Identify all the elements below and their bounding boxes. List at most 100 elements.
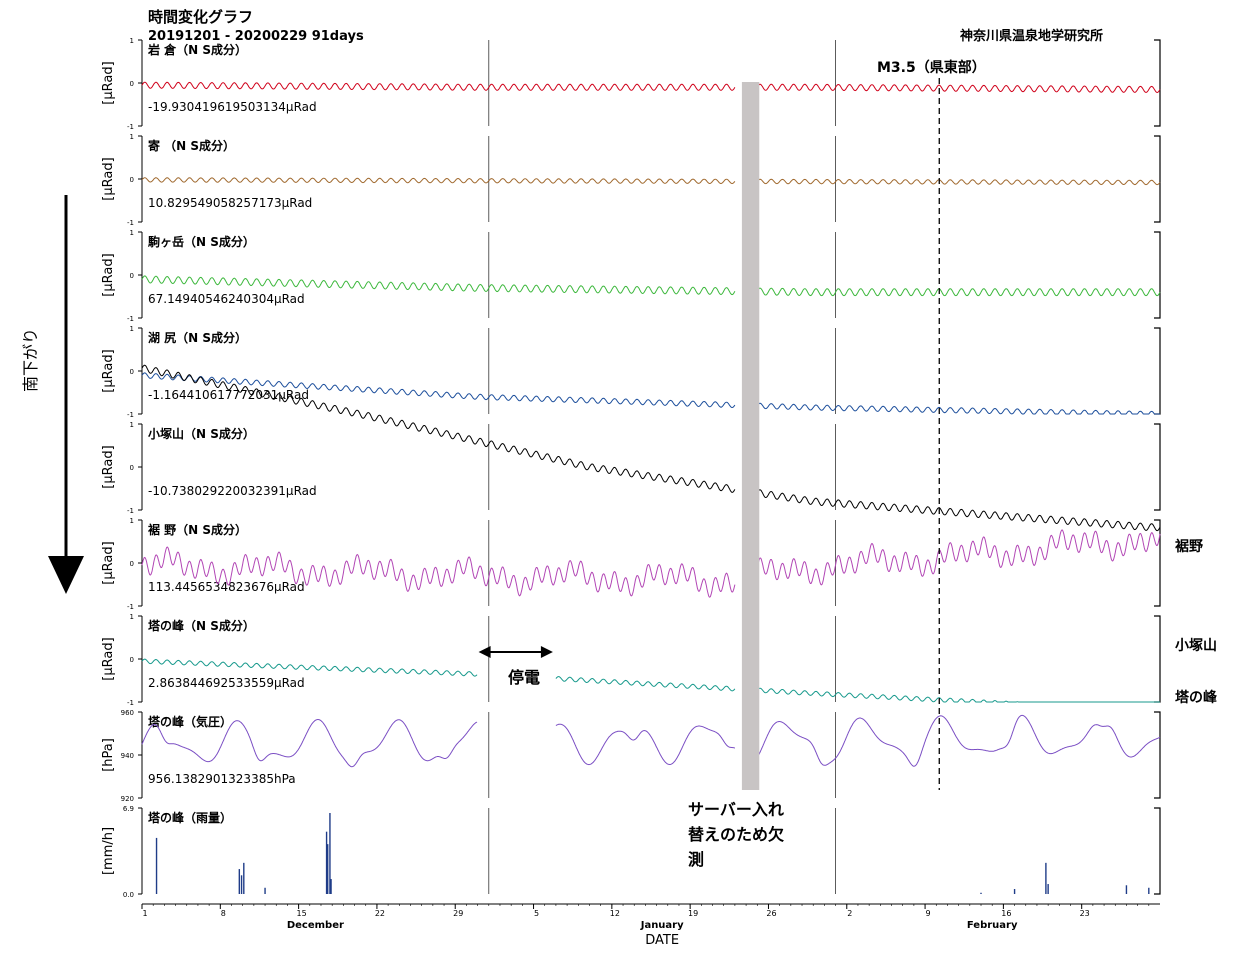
y-axis-label: [μRad] [101, 541, 116, 584]
outage-arrow-right-head [540, 646, 553, 658]
panel-offset-label: 10.829549058257173μRad [148, 196, 312, 210]
x-tick-label: 23 [1080, 909, 1090, 918]
x-tick-label: 16 [1001, 909, 1011, 918]
server-outage-label: 測 [688, 850, 704, 869]
y-tick-label: -1 [127, 123, 134, 131]
panel-title: 塔の峰（N S成分） [148, 618, 255, 633]
panel-title: 塔の峰（雨量） [148, 810, 232, 825]
y-axis-label: [μRad] [101, 253, 116, 296]
panel-offset-label: 113.4456534823676μRad [148, 580, 305, 594]
panel-right-bracket [1154, 135, 1161, 223]
panel-title: 寄 （N S成分） [148, 138, 235, 153]
x-tick-label: 29 [453, 909, 463, 918]
x-axis-title: DATE [645, 933, 679, 948]
y-tick-label: 1 [130, 613, 134, 621]
x-tick-label: 15 [297, 909, 307, 918]
panel-title: 塔の峰（気圧） [148, 714, 232, 729]
x-tick-label: 5 [534, 909, 539, 918]
server-outage-label: サーバー入れ [688, 800, 784, 819]
panel-right-bracket [1154, 39, 1161, 127]
y-tick-label: 6.9 [123, 805, 134, 813]
trend-arrow-label: 南下がり [21, 328, 40, 392]
server-outage-band [741, 82, 760, 790]
y-tick-label: 1 [130, 133, 134, 141]
y-axis-label: [hPa] [101, 738, 116, 772]
panel-1: 1 0 -1 [μRad] 寄 （N S成分） 10.829549058257173μRa… [101, 133, 1161, 227]
y-tick-label: -1 [127, 507, 134, 515]
panel-2: 1 0 -1 [μRad] 駒ヶ岳（N S成分） 67.14940546240304μRa… [101, 229, 1161, 323]
panel-title: 駒ヶ岳（N S成分） [148, 234, 255, 249]
y-tick-label: 0 [130, 80, 134, 88]
panel-5: 1 0 -1 [μRad] 裾 野（N S成分） 113.4456534823676μRa… [101, 517, 1203, 611]
y-tick-label: 1 [130, 517, 134, 525]
y-tick-label: 0 [130, 656, 134, 664]
y-tick-label: 960 [121, 709, 134, 717]
y-tick-label: 1 [130, 229, 134, 237]
panel-8: 6.9 0.0 [mm/h] 塔の峰（雨量） [101, 805, 1161, 899]
earthquake-label: M3.5（県東部） [877, 59, 986, 76]
series-line [141, 714, 1161, 768]
y-tick-label: 1 [130, 325, 134, 333]
y-axis-label: [μRad] [101, 157, 116, 200]
series-line [141, 372, 1160, 415]
panel-offset-label: 67.14940546240304μRad [148, 292, 305, 306]
x-tick-label: 26 [766, 909, 776, 918]
panel-3: 10-1[μRad]湖 尻（N S成分）-1.164410617772031μR… [101, 325, 1161, 419]
y-tick-label: -1 [127, 315, 134, 323]
month-label: February [967, 920, 1018, 931]
series-line [141, 529, 1161, 598]
institute-name: 神奈川県温泉地学研究所 [960, 28, 1103, 44]
x-tick-label: 22 [375, 909, 385, 918]
panel-offset-label: -19.930419619503134μRad [148, 100, 317, 114]
y-tick-label: -1 [127, 219, 134, 227]
x-tick-label: 8 [221, 909, 226, 918]
y-tick-label: -1 [127, 603, 134, 611]
y-tick-label: -1 [127, 699, 134, 707]
x-tick-label: 9 [926, 909, 931, 918]
panel-right-bracket [1154, 615, 1161, 703]
y-tick-label: -1 [127, 411, 134, 419]
trend-arrow-head [48, 556, 84, 594]
x-tick-label: 12 [610, 909, 620, 918]
panel-right-bracket [1154, 807, 1161, 895]
series-line [141, 658, 1160, 703]
panel-6: 1 0 -1 [μRad] 塔の峰（N S成分） 2.863844692533559μRa… [101, 613, 1218, 707]
kozukayama-overlay-line [141, 364, 1161, 532]
panel-0: 1 0 -1 [μRad] 岩 倉（N S成分） -19.930419619503134μ… [101, 37, 1161, 131]
panel-title: 小塚山（N S成分） [148, 426, 255, 441]
outage-label: 停電 [508, 668, 540, 687]
chart-title: 時間変化グラフ [148, 8, 253, 26]
series-line [141, 81, 1161, 94]
panel-right-bracket [1154, 519, 1161, 607]
series-right-label: 塔の峰 [1175, 689, 1218, 706]
y-axis-label: [μRad] [101, 61, 116, 104]
y-tick-label: 0 [130, 368, 134, 376]
panel-title: 湖 尻（N S成分） [148, 330, 247, 345]
month-label: December [287, 920, 344, 931]
y-tick-label: 0.0 [123, 891, 134, 899]
y-axis-label: [μRad] [101, 349, 116, 392]
y-axis-label: [μRad] [101, 445, 116, 488]
x-tick-label: 2 [847, 909, 852, 918]
y-tick-label: 1 [130, 37, 134, 45]
panel-offset-label: -10.738029220032391μRad [148, 484, 317, 498]
month-label: January [640, 920, 684, 931]
panel-4: 1 0 -1 [μRad] 小塚山（N S成分） -10.738029220032391μ… [101, 421, 1161, 515]
kozukayama-right-label: 小塚山 [1175, 638, 1217, 654]
series-line [141, 177, 1161, 186]
panel-right-bracket [1154, 231, 1161, 319]
series-right-label: 裾野 [1175, 538, 1203, 555]
y-axis-label: [μRad] [101, 637, 116, 680]
panel-title: 岩 倉（N S成分） [147, 42, 247, 57]
x-tick-label: 1 [142, 909, 147, 918]
panel-7: 960 940 920 [hPa] 塔の峰（気圧） 956.1382901323385hP… [101, 709, 1161, 803]
y-tick-label: 0 [130, 560, 134, 568]
panel-right-bracket [1154, 711, 1161, 799]
outage-arrow-left-head [478, 646, 491, 658]
y-axis-label: [mm/h] [101, 827, 116, 875]
y-tick-label: 0 [130, 464, 134, 472]
date-range: 20191201 - 20200229 91days [148, 29, 364, 44]
server-outage-label: 替えのため欠 [688, 825, 784, 844]
series-line [141, 275, 1161, 297]
